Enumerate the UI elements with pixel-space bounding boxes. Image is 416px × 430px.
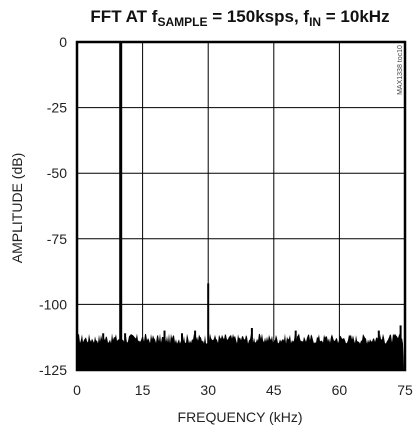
y-tick-label: 0 (59, 34, 67, 50)
chart-title: FFT AT fSAMPLE = 150ksps, fIN = 10kHz (90, 7, 389, 29)
title-part: SAMPLE (157, 15, 207, 29)
spectrum-peak (102, 333, 105, 370)
x-tick-label: 0 (73, 382, 81, 398)
y-tick-label: -25 (47, 100, 67, 116)
spectrum-peak (194, 330, 197, 370)
x-tick-label: 60 (332, 382, 348, 398)
spectrum-peak (163, 330, 166, 370)
spectrum-peak (294, 330, 297, 370)
part-number: MAX1338 toc10 (397, 45, 404, 95)
title-part: = 10kHz (321, 7, 390, 26)
noise-floor (78, 333, 404, 370)
title-part: = 150ksps, f (207, 7, 309, 26)
y-tick-label: -75 (47, 231, 67, 247)
spectrum-peak (399, 325, 402, 370)
spectrum-peak (207, 283, 210, 370)
spectrum-peak (124, 333, 127, 370)
y-tick-label: -50 (47, 165, 67, 181)
spectrum-peak (181, 333, 183, 370)
title-part: FFT AT f (90, 7, 157, 26)
x-tick-labels: 0 15 30 45 60 75 (73, 382, 413, 398)
spectrum-peak (119, 42, 123, 370)
noise-floor-area (78, 333, 404, 370)
y-tick-labels: 0 -25 -50 -75 -100 -125 (39, 34, 67, 378)
x-axis-label: FREQUENCY (kHz) (178, 409, 303, 425)
spectrum-peaks (102, 42, 402, 370)
title-part: IN (309, 15, 321, 29)
x-tick-label: 75 (397, 382, 413, 398)
y-tick-label: -125 (39, 362, 67, 378)
grid (77, 42, 405, 370)
spectrum-peak (377, 330, 380, 370)
x-tick-label: 45 (266, 382, 282, 398)
spectrum-peak (250, 328, 253, 370)
plot-frame (75, 40, 407, 372)
x-tick-label: 15 (135, 382, 151, 398)
y-axis-label: AMPLITUDE (dB) (9, 153, 25, 263)
y-tick-label: -100 (39, 296, 67, 312)
x-tick-label: 30 (200, 382, 216, 398)
